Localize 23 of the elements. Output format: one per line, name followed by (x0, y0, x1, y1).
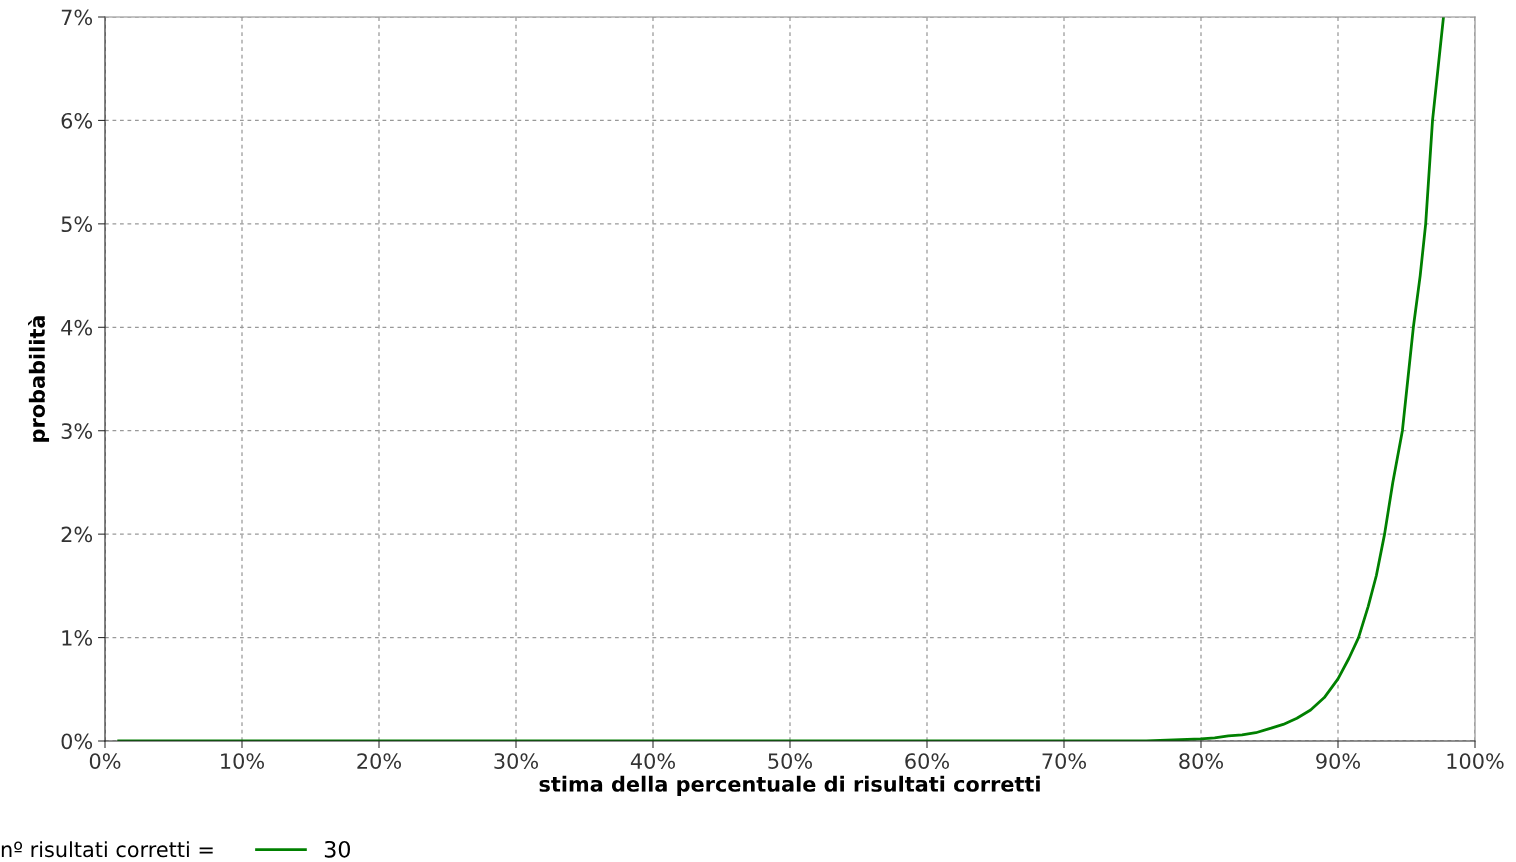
y-tick-label: 3% (61, 423, 93, 439)
x-tick-label: 70% (1042, 753, 1086, 769)
x-tick-label: 80% (1179, 753, 1223, 769)
y-axis-title: probabilità (28, 316, 50, 442)
y-tick-label: 6% (61, 112, 93, 129)
x-tick-label: 50% (768, 753, 812, 769)
x-tick-label: 100% (1447, 753, 1504, 769)
legend-label: 30 (324, 840, 350, 858)
y-tick-label: 7% (61, 9, 93, 26)
y-tick-label: 1% (62, 630, 93, 646)
x-tick-label: 0% (89, 753, 121, 769)
y-tick-label: 5% (61, 216, 93, 233)
x-tick-label: 40% (630, 753, 675, 769)
y-tick-label: 2% (61, 526, 93, 543)
x-tick-label: 30% (494, 753, 538, 769)
x-axis-title: stima della percentuale di risultati corretti (539, 775, 1040, 796)
x-tick-label: 20% (357, 753, 401, 769)
y-tick-label: 0% (61, 733, 93, 750)
x-tick-label: 10% (221, 753, 264, 769)
x-tick-label: 90% (1316, 753, 1360, 769)
y-tick-label: 4% (61, 319, 93, 336)
legend-title: nº risultati corretti = (1, 841, 213, 858)
x-tick-label: 60% (905, 753, 949, 769)
